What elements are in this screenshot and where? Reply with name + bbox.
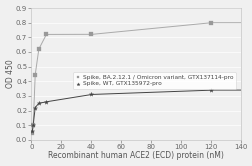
Spike, BA.2.12.1 / Omicron variant, GTX137114-pro xyxy=(208,21,212,24)
Spike, BA.2.12.1 / Omicron variant, GTX137114-pro xyxy=(31,124,35,126)
Spike, BA.2.12.1 / Omicron variant, GTX137114-pro xyxy=(37,48,41,50)
Spike, WT, GTX135972-pro xyxy=(31,124,35,126)
X-axis label: Recombinant human ACE2 (ECD) protein (nM): Recombinant human ACE2 (ECD) protein (nM… xyxy=(48,151,223,161)
Spike, WT, GTX135972-pro xyxy=(33,106,37,109)
Spike, WT, GTX135972-pro xyxy=(30,130,34,132)
Y-axis label: OD 450: OD 450 xyxy=(6,60,15,88)
Legend: Spike, BA.2.12.1 / Omicron variant, GTX137114-pro, Spike, WT, GTX135972-pro: Spike, BA.2.12.1 / Omicron variant, GTX1… xyxy=(73,72,235,89)
Spike, BA.2.12.1 / Omicron variant, GTX137114-pro xyxy=(44,33,48,36)
Spike, WT, GTX135972-pro xyxy=(89,93,93,96)
Spike, WT, GTX135972-pro xyxy=(37,102,41,105)
Spike, BA.2.12.1 / Omicron variant, GTX137114-pro xyxy=(33,74,37,77)
Spike, BA.2.12.1 / Omicron variant, GTX137114-pro xyxy=(89,33,93,36)
Spike, WT, GTX135972-pro xyxy=(208,89,212,91)
Spike, WT, GTX135972-pro xyxy=(44,100,48,103)
Spike, BA.2.12.1 / Omicron variant, GTX137114-pro xyxy=(30,131,34,134)
